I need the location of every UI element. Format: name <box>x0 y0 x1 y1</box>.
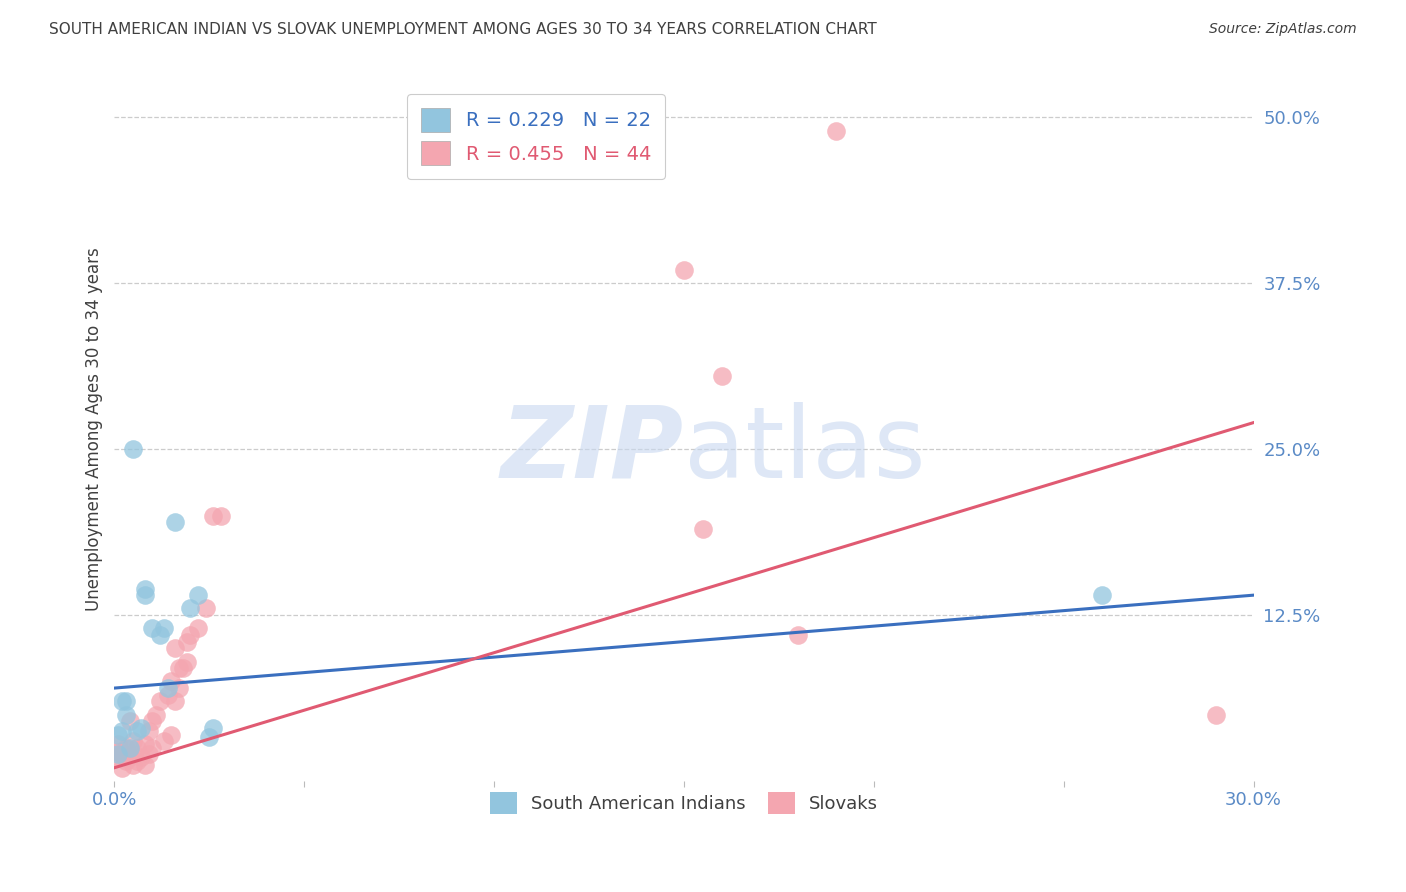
Point <box>1091 588 1114 602</box>
Point <box>156 681 179 695</box>
Point <box>149 628 172 642</box>
Point <box>672 263 695 277</box>
Point <box>129 750 152 764</box>
Point <box>176 634 198 648</box>
Point <box>152 734 174 748</box>
Point <box>134 758 156 772</box>
Point <box>111 694 134 708</box>
Point <box>141 714 163 729</box>
Point <box>141 621 163 635</box>
Point <box>179 601 201 615</box>
Point <box>176 655 198 669</box>
Point <box>107 737 129 751</box>
Point <box>787 628 810 642</box>
Y-axis label: Unemployment Among Ages 30 to 34 years: Unemployment Among Ages 30 to 34 years <box>86 247 103 611</box>
Point <box>111 747 134 762</box>
Point <box>118 714 141 729</box>
Point <box>141 740 163 755</box>
Point <box>138 747 160 762</box>
Point <box>194 601 217 615</box>
Point <box>179 628 201 642</box>
Text: atlas: atlas <box>683 401 925 499</box>
Point <box>134 582 156 596</box>
Point <box>114 740 136 755</box>
Point <box>692 522 714 536</box>
Point <box>134 737 156 751</box>
Point <box>114 694 136 708</box>
Point <box>198 730 221 744</box>
Text: Source: ZipAtlas.com: Source: ZipAtlas.com <box>1209 22 1357 37</box>
Point <box>209 508 232 523</box>
Point <box>122 734 145 748</box>
Point <box>710 369 733 384</box>
Point <box>202 721 225 735</box>
Point <box>1205 707 1227 722</box>
Point <box>127 723 149 738</box>
Point <box>160 727 183 741</box>
Point <box>114 754 136 768</box>
Point <box>172 661 194 675</box>
Point <box>114 707 136 722</box>
Legend: South American Indians, Slovaks: South American Indians, Slovaks <box>479 781 889 825</box>
Point <box>165 515 187 529</box>
Point <box>202 508 225 523</box>
Point <box>145 707 167 722</box>
Point <box>149 694 172 708</box>
Point <box>122 758 145 772</box>
Point <box>122 442 145 457</box>
Point <box>118 740 141 755</box>
Point <box>118 750 141 764</box>
Text: ZIP: ZIP <box>501 401 683 499</box>
Point <box>165 641 187 656</box>
Point <box>825 123 848 137</box>
Point <box>107 727 129 741</box>
Point <box>138 723 160 738</box>
Point <box>107 747 129 762</box>
Point <box>156 688 179 702</box>
Point <box>111 723 134 738</box>
Point <box>167 681 190 695</box>
Text: SOUTH AMERICAN INDIAN VS SLOVAK UNEMPLOYMENT AMONG AGES 30 TO 34 YEARS CORRELATI: SOUTH AMERICAN INDIAN VS SLOVAK UNEMPLOY… <box>49 22 877 37</box>
Point <box>111 761 134 775</box>
Point <box>127 754 149 768</box>
Point <box>187 588 209 602</box>
Point <box>152 621 174 635</box>
Point <box>167 661 190 675</box>
Point <box>165 694 187 708</box>
Point <box>134 588 156 602</box>
Point <box>127 740 149 755</box>
Point <box>160 674 183 689</box>
Point <box>187 621 209 635</box>
Point <box>107 750 129 764</box>
Point <box>129 721 152 735</box>
Point <box>107 745 129 759</box>
